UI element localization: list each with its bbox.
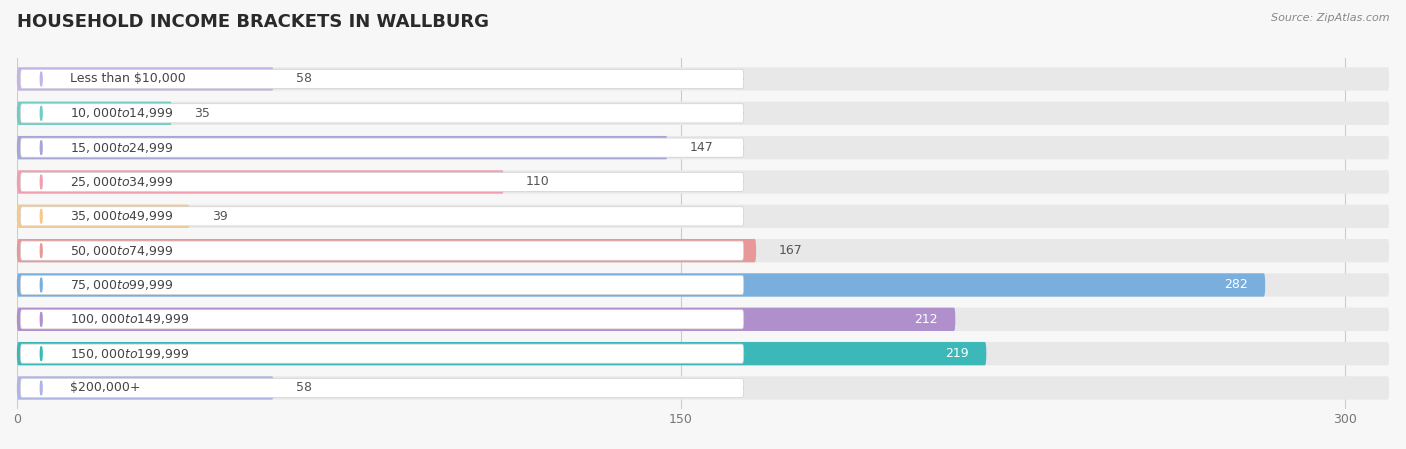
FancyBboxPatch shape [17,239,1389,262]
FancyBboxPatch shape [17,67,1389,91]
Text: 219: 219 [945,347,969,360]
Text: Less than $10,000: Less than $10,000 [70,72,186,85]
Text: 167: 167 [779,244,801,257]
FancyBboxPatch shape [21,310,744,329]
FancyBboxPatch shape [21,344,744,363]
FancyBboxPatch shape [17,170,503,194]
Text: 58: 58 [295,72,312,85]
Text: $35,000 to $49,999: $35,000 to $49,999 [70,209,173,223]
FancyBboxPatch shape [17,342,1389,365]
FancyBboxPatch shape [21,172,744,192]
Circle shape [41,209,42,223]
FancyBboxPatch shape [17,308,955,331]
Text: $100,000 to $149,999: $100,000 to $149,999 [70,313,190,326]
Text: 147: 147 [690,141,713,154]
FancyBboxPatch shape [17,205,1389,228]
FancyBboxPatch shape [21,104,744,123]
FancyBboxPatch shape [21,379,744,397]
Text: $15,000 to $24,999: $15,000 to $24,999 [70,141,173,154]
Circle shape [41,106,42,120]
FancyBboxPatch shape [17,239,756,262]
Text: 282: 282 [1223,278,1247,291]
Circle shape [41,175,42,189]
Text: Source: ZipAtlas.com: Source: ZipAtlas.com [1271,13,1389,23]
Text: HOUSEHOLD INCOME BRACKETS IN WALLBURG: HOUSEHOLD INCOME BRACKETS IN WALLBURG [17,13,489,31]
FancyBboxPatch shape [17,308,1389,331]
Text: 110: 110 [526,176,550,189]
FancyBboxPatch shape [17,136,668,159]
FancyBboxPatch shape [17,376,274,400]
Circle shape [41,141,42,154]
FancyBboxPatch shape [17,376,1389,400]
Text: $25,000 to $34,999: $25,000 to $34,999 [70,175,173,189]
Circle shape [41,278,42,292]
Text: $50,000 to $74,999: $50,000 to $74,999 [70,244,173,258]
FancyBboxPatch shape [17,136,1389,159]
Text: 39: 39 [212,210,228,223]
Circle shape [41,347,42,361]
FancyBboxPatch shape [17,205,190,228]
Circle shape [41,72,42,86]
FancyBboxPatch shape [17,273,1265,297]
FancyBboxPatch shape [21,138,744,157]
FancyBboxPatch shape [17,67,274,91]
FancyBboxPatch shape [17,101,1389,125]
FancyBboxPatch shape [17,101,172,125]
FancyBboxPatch shape [21,275,744,295]
FancyBboxPatch shape [21,241,744,260]
Text: 35: 35 [194,107,209,120]
FancyBboxPatch shape [17,170,1389,194]
Text: $150,000 to $199,999: $150,000 to $199,999 [70,347,190,361]
Text: 58: 58 [295,382,312,395]
Circle shape [41,313,42,326]
Circle shape [41,244,42,258]
Circle shape [41,381,42,395]
Text: $10,000 to $14,999: $10,000 to $14,999 [70,106,173,120]
FancyBboxPatch shape [17,342,986,365]
FancyBboxPatch shape [21,70,744,88]
Text: 212: 212 [914,313,938,326]
FancyBboxPatch shape [21,207,744,226]
Text: $75,000 to $99,999: $75,000 to $99,999 [70,278,173,292]
FancyBboxPatch shape [17,273,1389,297]
Text: $200,000+: $200,000+ [70,382,141,395]
